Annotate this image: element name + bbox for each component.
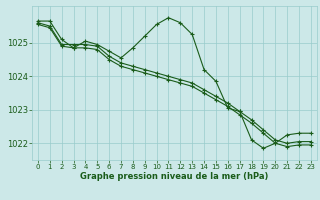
X-axis label: Graphe pression niveau de la mer (hPa): Graphe pression niveau de la mer (hPa)	[80, 172, 268, 181]
